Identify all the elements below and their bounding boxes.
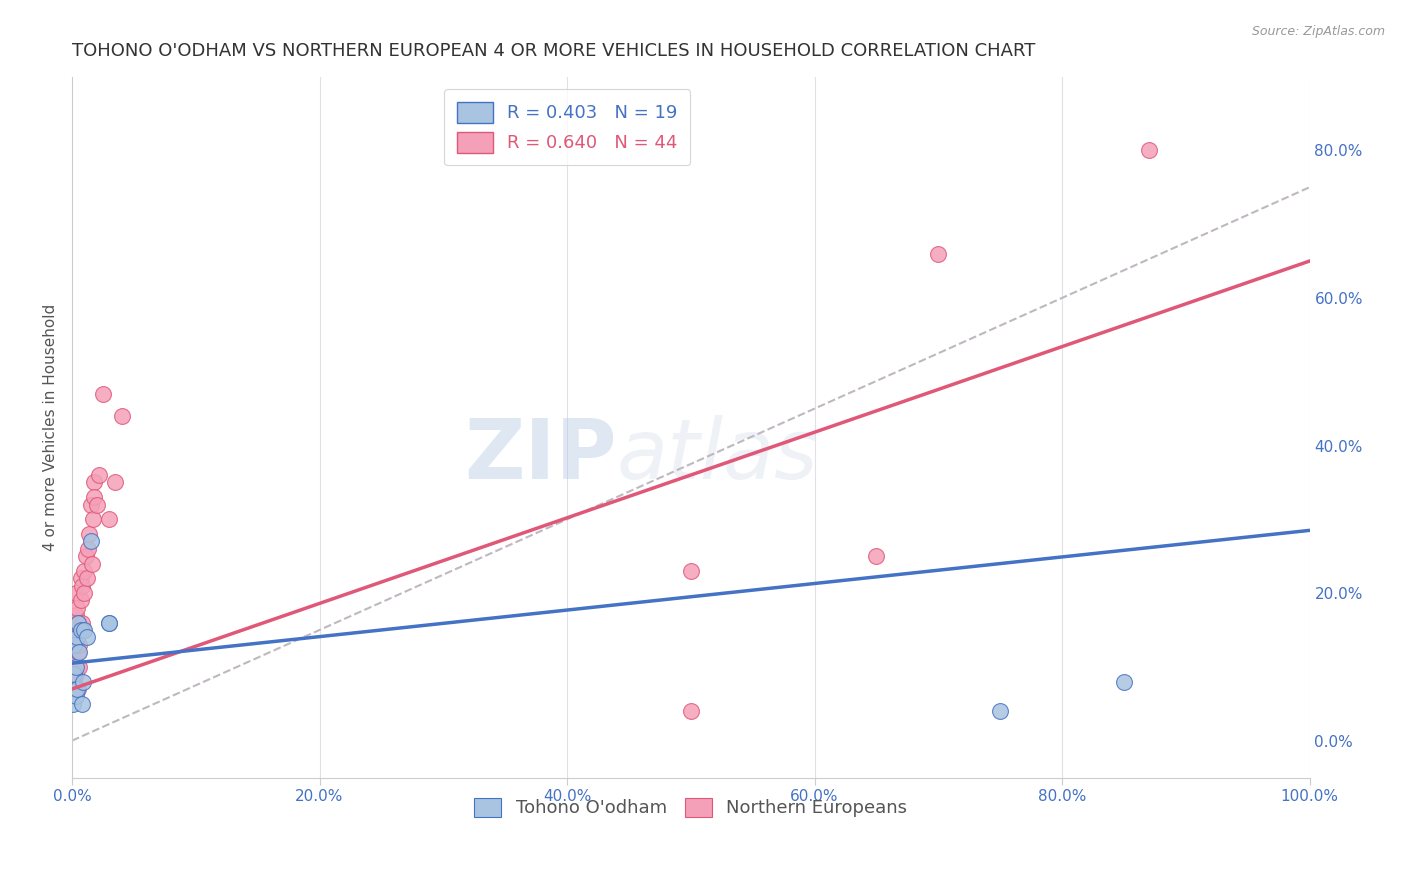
Point [66, 631, 89, 645]
Point [65, 608, 87, 623]
Point [73, 586, 96, 600]
Point [70, 579, 93, 593]
Point [1112, 674, 1135, 689]
Point [70, 615, 93, 630]
Point [91, 387, 114, 401]
Point [65, 660, 87, 674]
Point [63, 674, 86, 689]
Point [69, 623, 91, 637]
Point [63, 615, 86, 630]
Point [65, 667, 87, 681]
Point [66, 681, 89, 696]
Y-axis label: 4 or more Vehicles in Household: 4 or more Vehicles in Household [44, 303, 58, 550]
Point [83, 490, 105, 504]
Point [65, 690, 87, 704]
Point [82, 512, 104, 526]
Point [67, 645, 90, 659]
Point [67, 615, 90, 630]
Point [79, 534, 101, 549]
Point [67, 638, 90, 652]
Point [76, 631, 98, 645]
Point [98, 512, 121, 526]
Point [72, 674, 94, 689]
Point [77, 541, 100, 556]
Point [80, 557, 103, 571]
Point [865, 549, 887, 564]
Point [63, 652, 86, 666]
Point [62, 660, 84, 674]
Point [67, 660, 90, 674]
Text: Source: ZipAtlas.com: Source: ZipAtlas.com [1251, 25, 1385, 38]
Point [79, 527, 101, 541]
Point [62, 697, 84, 711]
Point [76, 571, 98, 585]
Point [62, 681, 84, 696]
Point [988, 704, 1011, 718]
Point [110, 409, 132, 423]
Point [98, 615, 121, 630]
Point [104, 475, 127, 490]
Point [72, 623, 94, 637]
Point [79, 498, 101, 512]
Point [67, 681, 90, 696]
Point [70, 697, 93, 711]
Point [75, 549, 97, 564]
Legend: Tohono O'odham, Northern Europeans: Tohono O'odham, Northern Europeans [467, 791, 915, 824]
Text: TOHONO O'ODHAM VS NORTHERN EUROPEAN 4 OR MORE VEHICLES IN HOUSEHOLD CORRELATION : TOHONO O'ODHAM VS NORTHERN EUROPEAN 4 OR… [72, 42, 1035, 60]
Point [63, 638, 86, 652]
Point [63, 638, 86, 652]
Point [66, 600, 89, 615]
Point [69, 571, 91, 585]
Point [86, 498, 108, 512]
Point [67, 645, 90, 659]
Point [1137, 144, 1160, 158]
Point [65, 586, 87, 600]
Point [927, 246, 949, 260]
Point [679, 704, 702, 718]
Point [73, 564, 96, 578]
Point [65, 638, 87, 652]
Point [69, 593, 91, 607]
Point [63, 667, 86, 681]
Text: atlas: atlas [616, 415, 818, 496]
Point [73, 623, 96, 637]
Point [679, 564, 702, 578]
Point [66, 631, 89, 645]
Text: ZIP: ZIP [464, 415, 616, 496]
Point [67, 615, 90, 630]
Point [98, 615, 121, 630]
Point [89, 468, 111, 483]
Point [83, 475, 105, 490]
